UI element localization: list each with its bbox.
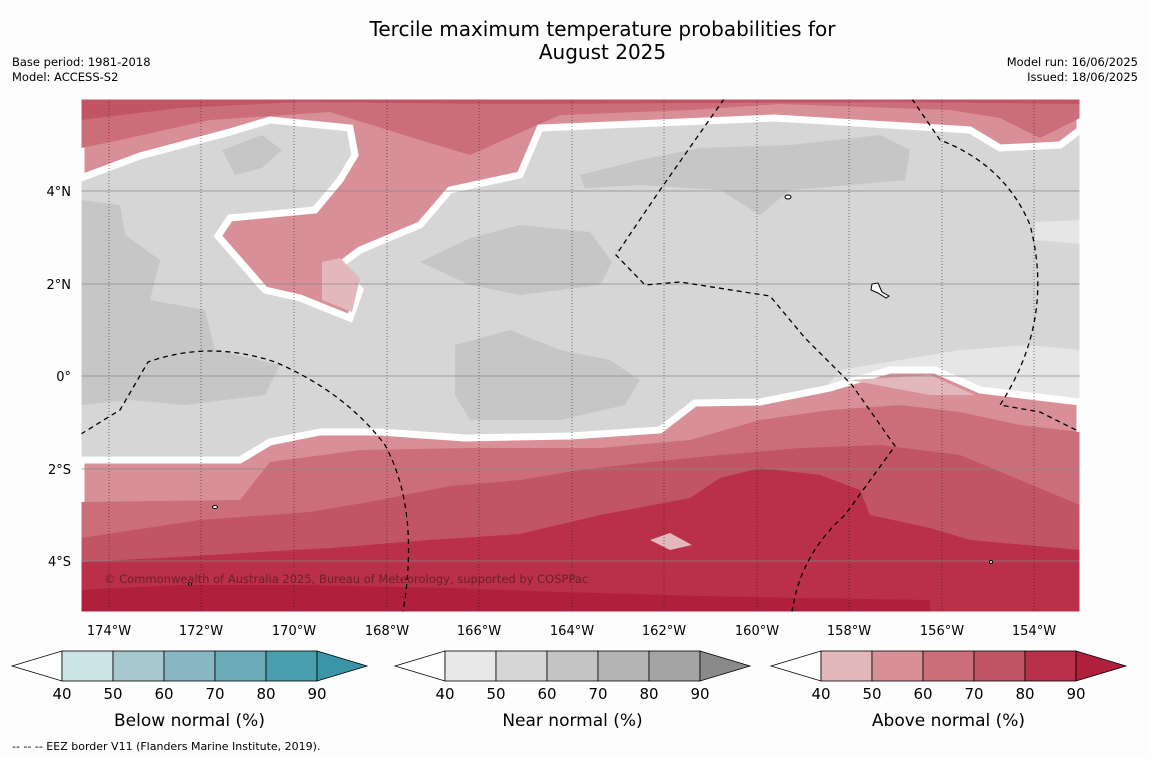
model-run: Model run: 16/06/2025 xyxy=(1006,55,1138,69)
colorbar-extend-high xyxy=(316,650,369,682)
near-normal-patch xyxy=(420,225,612,295)
colorbar-segment xyxy=(265,650,318,682)
colorbar-extend-high xyxy=(699,650,752,682)
model-info: Base period: 1981-2018 Model: ACCESS-S2 xyxy=(12,55,151,85)
colorbar-extend-low xyxy=(769,650,822,682)
map-title: Tercile maximum temperature probabilitie… xyxy=(300,18,905,64)
title-line-2: August 2025 xyxy=(538,40,667,64)
near-normal-patch xyxy=(81,200,280,405)
map-frame xyxy=(80,98,1081,613)
islands xyxy=(188,194,993,586)
lon-label: 170°W xyxy=(272,624,316,639)
colorbar-segment xyxy=(922,650,975,682)
colorbar-segment xyxy=(648,650,701,682)
colorbar-extend-low xyxy=(393,650,446,682)
colorbar-tick-label: 50 xyxy=(486,685,505,703)
colorbar-tick-label: 50 xyxy=(862,685,881,703)
colorbar-title: Above normal (%) xyxy=(872,711,1025,731)
colorbar-tick-label: 40 xyxy=(52,685,71,703)
colorbar-tick-label: 70 xyxy=(964,685,983,703)
colorbar-segment xyxy=(820,650,873,682)
above-normal-band xyxy=(81,99,1080,120)
lon-label: 162°W xyxy=(642,624,686,639)
above-normal-band xyxy=(81,585,930,612)
colorbar-segment xyxy=(112,650,165,682)
latitude-labels: 4°N 2°N 0° 2°S 4°S xyxy=(47,185,72,570)
colorbar-segment xyxy=(871,650,924,682)
colorbar-tick-label: 90 xyxy=(1066,685,1085,703)
above-normal-band xyxy=(81,468,1080,612)
colorbar-tick-label: 90 xyxy=(307,685,326,703)
latitude-lines xyxy=(81,190,1080,562)
eez-footnote: -- -- -- EEZ border V11 (Flanders Marine… xyxy=(12,740,321,753)
near-normal-patch xyxy=(580,135,910,215)
issued-date: Issued: 18/06/2025 xyxy=(1027,70,1138,84)
colorbar-tick-label: 90 xyxy=(690,685,709,703)
lon-label: 166°W xyxy=(457,624,501,639)
colorbar: 40 50 60 70 80 90 Below normal (%) xyxy=(10,650,369,731)
model-name: Model: ACCESS-S2 xyxy=(12,70,119,84)
colorbar-segment xyxy=(597,650,650,682)
lon-label: 174°W xyxy=(87,624,131,639)
near-normal-patch xyxy=(455,330,640,420)
run-info: Model run: 16/06/2025 Issued: 18/06/2025 xyxy=(1007,55,1138,85)
colorbar-segment xyxy=(546,650,599,682)
copyright-credit: © Commonwealth of Australia 2025, Bureau… xyxy=(104,572,589,586)
colorbar-tick-label: 40 xyxy=(435,685,454,703)
longitude-labels: 174°W 172°W 170°W 168°W 166°W 164°W 162°… xyxy=(87,624,1056,639)
title-line-1: Tercile maximum temperature probabilitie… xyxy=(369,17,836,41)
colorbar-tick-label: 40 xyxy=(811,685,830,703)
lon-label: 172°W xyxy=(179,624,223,639)
colorbar-tick-label: 80 xyxy=(639,685,658,703)
probability-map xyxy=(81,99,1080,612)
colorbar: 40 50 60 70 80 90 Above normal (%) xyxy=(769,650,1128,731)
lat-label: 4°N xyxy=(47,185,72,200)
eez-borders xyxy=(81,99,1080,612)
colorbar-tick-label: 60 xyxy=(537,685,556,703)
lat-label: 0° xyxy=(56,370,71,385)
colorbar-tick-label: 80 xyxy=(256,685,275,703)
colorbar-segment xyxy=(61,650,114,682)
colorbar-tick-label: 70 xyxy=(588,685,607,703)
colorbar-segment xyxy=(444,650,497,682)
lat-label: 2°S xyxy=(48,463,71,478)
lon-label: 154°W xyxy=(1012,624,1056,639)
lon-label: 158°W xyxy=(827,624,871,639)
colorbar-tick-label: 60 xyxy=(913,685,932,703)
near-normal-patch xyxy=(222,135,282,175)
colorbar-segment xyxy=(495,650,548,682)
colorbar-extend-low xyxy=(10,650,63,682)
colorbar: 40 50 60 70 80 90 Near normal (%) xyxy=(393,650,752,731)
lon-label: 156°W xyxy=(920,624,964,639)
colorbar-title: Near normal (%) xyxy=(502,711,642,731)
lon-label: 168°W xyxy=(365,624,409,639)
colorbar-tick-label: 50 xyxy=(103,685,122,703)
above-normal-light-patch xyxy=(650,533,692,550)
above-normal-light-patch xyxy=(850,375,975,395)
lon-label: 160°W xyxy=(735,624,779,639)
colorbar-extend-high xyxy=(1075,650,1128,682)
colorbar-segment xyxy=(1024,650,1077,682)
colorbar-legends: 40 50 60 70 80 90 Below normal (%) 40 50 60 70 80 90… xyxy=(10,650,1128,731)
lon-label: 164°W xyxy=(550,624,594,639)
base-period: Base period: 1981-2018 xyxy=(12,55,151,69)
near-normal-light-patch xyxy=(1035,220,1080,244)
lat-label: 4°S xyxy=(48,555,71,570)
colorbar-tick-label: 80 xyxy=(1015,685,1034,703)
colorbar-segment xyxy=(973,650,1026,682)
above-normal-light-patch xyxy=(322,258,360,312)
lat-label: 2°N xyxy=(47,278,72,293)
colorbar-tick-label: 60 xyxy=(154,685,173,703)
colorbar-segment xyxy=(214,650,267,682)
colorbar-title: Below normal (%) xyxy=(114,711,265,731)
colorbar-tick-label: 70 xyxy=(205,685,224,703)
colorbar-segment xyxy=(163,650,216,682)
